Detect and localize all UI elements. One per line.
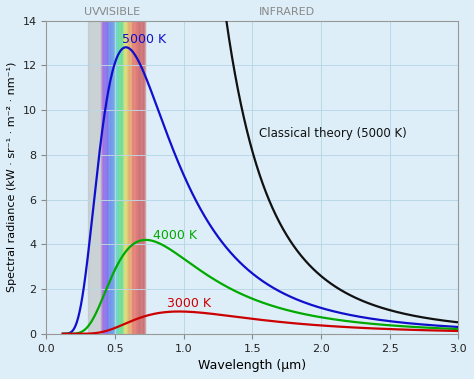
Bar xyxy=(88,21,101,334)
Bar xyxy=(101,21,145,334)
Text: UV: UV xyxy=(84,6,100,17)
X-axis label: Wavelength (μm): Wavelength (μm) xyxy=(198,359,306,372)
Text: 4000 K: 4000 K xyxy=(154,229,198,242)
Text: 3000 K: 3000 K xyxy=(167,297,211,310)
Y-axis label: Spectral radiance (kW · sr⁻¹ · m⁻² · nm⁻¹): Spectral radiance (kW · sr⁻¹ · m⁻² · nm⁻… xyxy=(7,62,17,293)
Text: INFRARED: INFRARED xyxy=(258,6,315,17)
Text: Classical theory (5000 K): Classical theory (5000 K) xyxy=(259,127,407,140)
Text: 5000 K: 5000 K xyxy=(122,33,166,46)
Text: VISIBLE: VISIBLE xyxy=(99,6,141,17)
